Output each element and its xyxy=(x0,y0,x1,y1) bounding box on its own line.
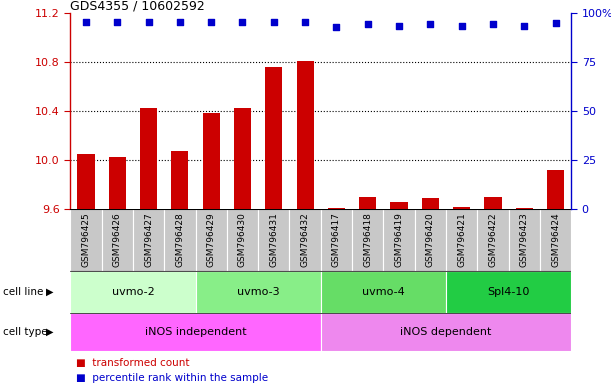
Bar xyxy=(109,157,126,209)
Bar xyxy=(265,67,282,209)
Bar xyxy=(422,198,439,209)
Text: GSM796428: GSM796428 xyxy=(175,213,185,267)
Bar xyxy=(509,209,540,271)
Text: GSM796421: GSM796421 xyxy=(457,213,466,267)
Bar xyxy=(78,154,95,209)
Text: uvmo-4: uvmo-4 xyxy=(362,287,404,297)
Bar xyxy=(203,113,220,209)
Bar xyxy=(390,202,408,209)
Bar xyxy=(547,170,564,209)
Text: iNOS dependent: iNOS dependent xyxy=(400,327,492,337)
Text: ▶: ▶ xyxy=(46,327,54,337)
Bar xyxy=(70,209,101,271)
Point xyxy=(238,19,247,25)
Text: iNOS independent: iNOS independent xyxy=(145,327,246,337)
Text: GSM796422: GSM796422 xyxy=(489,213,497,267)
Text: GSM796427: GSM796427 xyxy=(144,213,153,267)
Bar xyxy=(485,197,502,209)
Point xyxy=(363,22,373,28)
Point xyxy=(81,19,91,25)
Bar xyxy=(446,271,571,313)
Point xyxy=(332,24,342,30)
Text: GSM796419: GSM796419 xyxy=(395,213,403,267)
Text: cell type: cell type xyxy=(3,327,48,337)
Bar xyxy=(321,271,446,313)
Bar xyxy=(196,271,321,313)
Text: GSM796424: GSM796424 xyxy=(551,213,560,267)
Bar xyxy=(328,208,345,209)
Bar xyxy=(258,209,290,271)
Bar xyxy=(296,61,313,209)
Text: GSM796431: GSM796431 xyxy=(269,213,278,267)
Bar xyxy=(321,313,571,351)
Point xyxy=(144,19,153,25)
Point xyxy=(175,19,185,25)
Bar xyxy=(140,108,157,209)
Text: Spl4-10: Spl4-10 xyxy=(488,287,530,297)
Text: ▶: ▶ xyxy=(46,287,54,297)
Bar xyxy=(321,209,352,271)
Bar xyxy=(359,197,376,209)
Bar xyxy=(352,209,384,271)
Text: GSM796426: GSM796426 xyxy=(113,213,122,267)
Bar xyxy=(164,209,196,271)
Bar xyxy=(227,209,258,271)
Bar xyxy=(234,108,251,209)
Bar xyxy=(290,209,321,271)
Text: GSM796432: GSM796432 xyxy=(301,213,310,267)
Text: ■  percentile rank within the sample: ■ percentile rank within the sample xyxy=(76,373,268,383)
Bar xyxy=(453,207,470,209)
Point xyxy=(207,19,216,25)
Text: GSM796417: GSM796417 xyxy=(332,213,341,267)
Bar xyxy=(446,209,477,271)
Bar xyxy=(516,208,533,209)
Point xyxy=(519,23,529,29)
Point xyxy=(551,20,560,26)
Bar xyxy=(70,313,321,351)
Bar xyxy=(171,151,188,209)
Text: GSM796430: GSM796430 xyxy=(238,213,247,267)
Bar xyxy=(133,209,164,271)
Point xyxy=(425,22,435,28)
Point xyxy=(457,23,467,29)
Point xyxy=(488,22,498,28)
Text: ■  transformed count: ■ transformed count xyxy=(76,358,190,368)
Point xyxy=(112,19,122,25)
Text: uvmo-2: uvmo-2 xyxy=(112,287,154,297)
Text: GSM796420: GSM796420 xyxy=(426,213,435,267)
Text: GSM796418: GSM796418 xyxy=(364,213,372,267)
Text: uvmo-3: uvmo-3 xyxy=(237,287,279,297)
Bar xyxy=(477,209,509,271)
Point xyxy=(394,23,404,29)
Bar xyxy=(384,209,415,271)
Point xyxy=(269,19,279,25)
Bar xyxy=(415,209,446,271)
Point xyxy=(300,19,310,25)
Bar xyxy=(196,209,227,271)
Text: GDS4355 / 10602592: GDS4355 / 10602592 xyxy=(70,0,205,12)
Text: GSM796423: GSM796423 xyxy=(520,213,529,267)
Text: cell line: cell line xyxy=(3,287,43,297)
Text: GSM796425: GSM796425 xyxy=(81,213,90,267)
Bar xyxy=(70,271,196,313)
Bar xyxy=(101,209,133,271)
Text: GSM796429: GSM796429 xyxy=(207,213,216,267)
Bar xyxy=(540,209,571,271)
